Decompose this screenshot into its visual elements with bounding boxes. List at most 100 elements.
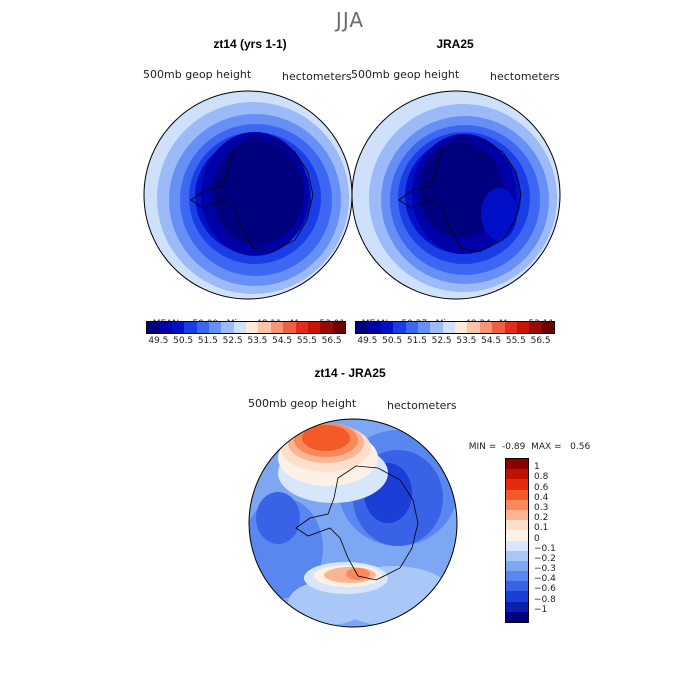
colorbar-swatch [208,322,222,333]
colorbar-tick-label: 56.5 [321,336,342,346]
panel2-title: JRA25 [436,37,474,51]
colorbar-swatch [221,322,234,333]
colorbar-tick-label: 54.5 [272,336,293,346]
colorbar-swatch [506,571,528,582]
colorbar-swatch [467,322,480,333]
panel1-contour-map [143,90,353,300]
colorbar-tick-label: −0.2 [534,553,556,564]
diff-contour-map [248,418,458,628]
colorbar-swatch [283,322,296,333]
colorbar-swatch [506,489,528,500]
figure-title: JJA [335,8,365,32]
colorbar-swatch [506,459,528,470]
colorbar-swatch [393,322,406,333]
colorbar-tick-label: 0.1 [534,523,549,534]
colorbar-tick-label: −0.3 [534,564,556,575]
colorbar-swatch [492,322,505,333]
diff-colorbar [505,458,529,623]
panel1-map [143,90,353,300]
colorbar-swatch [184,322,197,333]
colorbar-tick-label: 0.2 [534,513,549,524]
colorbar-tick-label: 50.5 [173,336,194,346]
colorbar-tick-label: 53.5 [456,336,477,346]
colorbar-tick-label: 50.5 [382,336,403,346]
colorbar-swatch [320,322,333,333]
diff-min-value: -0.89 [502,442,526,452]
diff-coastline [295,465,419,581]
colorbar-swatch [506,611,528,622]
colorbar-tick-label: 51.5 [197,336,218,346]
colorbar-tick-label: 1 [534,462,540,473]
colorbar-tick-label: 0.6 [534,482,549,493]
panel2-colorbar-ticks: 49.5 50.5 51.5 52.5 53.5 54.5 55.5 56.5 [355,336,553,348]
colorbar-tick-label: 54.5 [481,336,502,346]
diff-panel-title: zt14 - JRA25 [314,366,386,380]
diff-field-label: 500mb geop height [248,397,357,410]
colorbar-swatch [504,322,517,333]
colorbar-swatch [516,322,530,333]
colorbar-swatch [171,322,185,333]
colorbar-tick-label: 0 [534,533,540,544]
panel1-title: zt14 (yrs 1-1) [213,37,287,51]
colorbar-tick-label: 51.5 [406,336,427,346]
colorbar-tick-label: 0.8 [534,472,549,483]
panel2-coastline [398,137,522,253]
colorbar-swatch [196,322,209,333]
colorbar-swatch [479,322,493,333]
panel2-units-label: hectometers [490,70,560,83]
diff-max-value: 0.56 [570,442,591,452]
colorbar-swatch [506,540,528,551]
colorbar-swatch [430,322,443,333]
colorbar-tick-label: 53.5 [247,336,268,346]
colorbar-swatch [380,322,394,333]
panel1-field-label: 500mb geop height [143,68,252,81]
colorbar-swatch [405,322,418,333]
colorbar-swatch [506,509,528,521]
colorbar-swatch [529,322,542,333]
colorbar-tick-label: 49.5 [357,336,378,346]
colorbar-swatch [506,469,528,480]
diff-units-label: hectometers [387,399,457,412]
colorbar-swatch [455,322,468,333]
colorbar-swatch [356,322,369,333]
colorbar-swatch [506,520,528,531]
colorbar-swatch [541,322,554,333]
panel2-map [351,90,561,300]
colorbar-tick-label: 0.3 [534,502,549,513]
colorbar-swatch [506,479,528,490]
colorbar-swatch [332,322,345,333]
colorbar-swatch [442,322,455,333]
panel2-field-label: 500mb geop height [351,68,460,81]
colorbar-tick-label: 55.5 [505,336,526,346]
panel1-coastline [190,137,314,253]
panel2-contour-map [351,90,561,300]
colorbar-swatch [159,322,172,333]
colorbar-swatch [270,322,284,333]
panel1-units-label: hectometers [282,70,352,83]
panel2-colorbar [355,321,555,334]
colorbar-swatch [147,322,160,333]
colorbar-tick-label: −1 [534,604,548,615]
diff-max-label: MAX = [531,442,562,452]
colorbar-swatch [233,322,246,333]
colorbar-swatch [506,601,528,612]
panel1-colorbar [146,321,346,334]
colorbar-swatch [246,322,259,333]
colorbar-swatch [295,322,308,333]
colorbar-tick-label: −0.6 [534,584,556,595]
colorbar-tick-label: 52.5 [431,336,452,346]
colorbar-swatch [258,322,271,333]
colorbar-swatch [506,591,528,602]
colorbar-tick-label: 0.4 [534,492,549,503]
colorbar-swatch [506,499,528,510]
colorbar-tick-label: −0.1 [534,543,556,554]
colorbar-swatch [506,550,528,561]
colorbar-swatch [506,560,528,572]
colorbar-tick-label: 49.5 [148,336,169,346]
colorbar-swatch [368,322,381,333]
diff-min-label: MIN = [468,442,497,452]
colorbar-tick-label: −0.8 [534,594,556,605]
colorbar-swatch [506,581,528,592]
colorbar-swatch [506,530,528,541]
colorbar-tick-label: 56.5 [530,336,551,346]
